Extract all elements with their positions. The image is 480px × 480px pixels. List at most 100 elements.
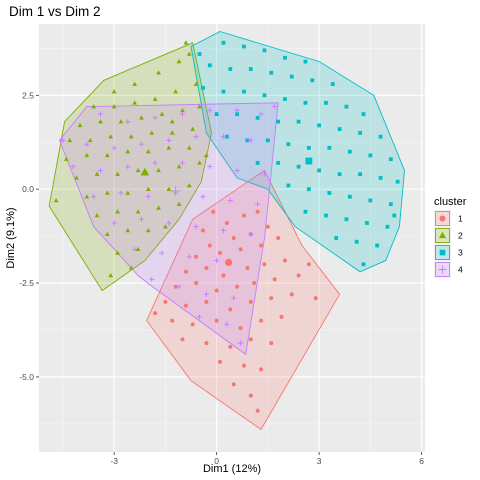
cluster-3-point bbox=[303, 59, 308, 64]
cluster-1-point bbox=[313, 296, 318, 301]
cluster-2-point bbox=[125, 149, 131, 154]
cluster-2-point bbox=[111, 89, 117, 94]
cluster-3-point bbox=[255, 115, 260, 120]
legend-marker-1 bbox=[439, 215, 446, 222]
x-axis-ticks: -3 0 3 6 bbox=[110, 452, 424, 466]
cluster-4-point bbox=[111, 220, 117, 226]
cluster-2-point bbox=[98, 119, 103, 124]
cluster-2-point bbox=[128, 265, 134, 270]
legend-title: cluster bbox=[434, 196, 467, 208]
cluster-3-point bbox=[296, 164, 301, 169]
cluster-3-point bbox=[306, 145, 311, 150]
chart-title: Dim 1 vs Dim 2 bbox=[9, 4, 101, 19]
cluster-3-point bbox=[289, 74, 294, 79]
cluster-2-point bbox=[115, 209, 120, 214]
cluster-1-point bbox=[231, 236, 236, 240]
cluster-4-point bbox=[220, 134, 227, 140]
cluster-3-point bbox=[265, 138, 270, 143]
cluster-3-point bbox=[207, 63, 212, 68]
x-tick-label: 6 bbox=[419, 456, 424, 466]
cluster-1-point bbox=[170, 318, 175, 323]
cluster-1-point bbox=[204, 266, 209, 271]
cluster-3-point bbox=[303, 100, 308, 105]
cluster-2-point bbox=[132, 100, 138, 105]
cluster-4-hull bbox=[58, 102, 279, 356]
cluster-4-centroid bbox=[170, 186, 181, 196]
cluster-4-point bbox=[176, 284, 182, 290]
cluster-1-point bbox=[262, 262, 267, 267]
cluster-3-centroid bbox=[305, 157, 313, 165]
cluster-2-point bbox=[156, 167, 161, 173]
cluster-2-point bbox=[180, 107, 185, 113]
cluster-1-point bbox=[204, 341, 209, 346]
grid-major bbox=[39, 24, 425, 452]
cluster-1-point bbox=[241, 363, 246, 368]
cluster-3-point bbox=[262, 48, 267, 53]
cluster-2-point bbox=[104, 152, 110, 158]
cluster-3-point bbox=[317, 123, 322, 128]
cluster-2-point bbox=[108, 134, 114, 139]
cluster-4-point bbox=[70, 164, 76, 170]
cluster-4-point bbox=[60, 137, 66, 143]
cluster-4-point bbox=[145, 194, 151, 200]
cluster-2-point bbox=[190, 126, 196, 131]
cluster-2-point bbox=[128, 134, 134, 139]
cluster-2-point bbox=[63, 156, 69, 161]
cluster-4-point bbox=[220, 227, 227, 234]
cluster-3-point bbox=[385, 224, 390, 229]
legend-label-2: 2 bbox=[458, 231, 463, 241]
cluster-1-point bbox=[207, 243, 212, 248]
cluster-2-point bbox=[204, 152, 209, 158]
cluster-3-point bbox=[283, 55, 287, 60]
cluster-4-point bbox=[97, 167, 104, 174]
cluster-4-point bbox=[214, 257, 220, 264]
cluster-4-point bbox=[159, 250, 165, 256]
cluster-3-point bbox=[201, 85, 205, 90]
cluster-2-point bbox=[125, 227, 131, 233]
cluster-3-point bbox=[388, 202, 393, 207]
cluster-1-point bbox=[238, 326, 243, 331]
cluster-1-point bbox=[245, 266, 250, 271]
cluster-3-point bbox=[324, 100, 328, 105]
cluster-3-point bbox=[317, 168, 322, 173]
cluster-4-point bbox=[193, 224, 199, 230]
cluster-4-point bbox=[272, 103, 278, 110]
legend-marker-3 bbox=[439, 249, 446, 256]
cluster-1-point bbox=[282, 258, 287, 263]
cluster-3-point bbox=[224, 134, 229, 139]
cluster-3-point bbox=[324, 213, 328, 218]
cluster-4-point bbox=[166, 137, 172, 143]
cluster-3-point bbox=[214, 112, 219, 117]
cluster-1-point bbox=[218, 359, 223, 364]
cluster-3-point bbox=[242, 89, 246, 94]
cluster-2-point bbox=[118, 119, 124, 124]
cluster-4-point bbox=[132, 246, 138, 252]
cluster-2-point bbox=[173, 89, 179, 94]
legend-label-1: 1 bbox=[458, 214, 463, 224]
cluster-2-centroid bbox=[140, 167, 150, 176]
cluster-3-point bbox=[361, 262, 366, 267]
cluster-4-point bbox=[186, 254, 192, 260]
cluster-1-point bbox=[153, 311, 158, 316]
cluster-3-point bbox=[368, 153, 373, 158]
cluster-2-point bbox=[87, 137, 93, 143]
y-axis-label: Dim2 (9.1%) bbox=[5, 207, 17, 268]
cluster-3-point bbox=[375, 243, 380, 248]
cluster-4-point bbox=[179, 160, 186, 166]
cluster-1-point bbox=[204, 299, 209, 304]
cluster-1-point bbox=[214, 318, 219, 323]
cluster-2-point bbox=[115, 171, 120, 176]
data-points bbox=[53, 40, 400, 413]
cluster-2-point bbox=[186, 145, 192, 150]
cluster-1-point bbox=[183, 269, 188, 274]
cluster-2-point bbox=[139, 115, 144, 120]
cluster-2-point bbox=[145, 149, 151, 154]
cluster-1-point bbox=[255, 209, 260, 214]
cluster-1-point bbox=[269, 296, 274, 301]
cluster-3-point bbox=[276, 161, 281, 165]
cluster-2-point bbox=[67, 137, 73, 143]
cluster-1-point bbox=[248, 393, 253, 398]
cluster-1-point bbox=[194, 254, 199, 259]
cluster-3-point bbox=[347, 194, 352, 199]
legend-marker-2 bbox=[438, 231, 447, 239]
